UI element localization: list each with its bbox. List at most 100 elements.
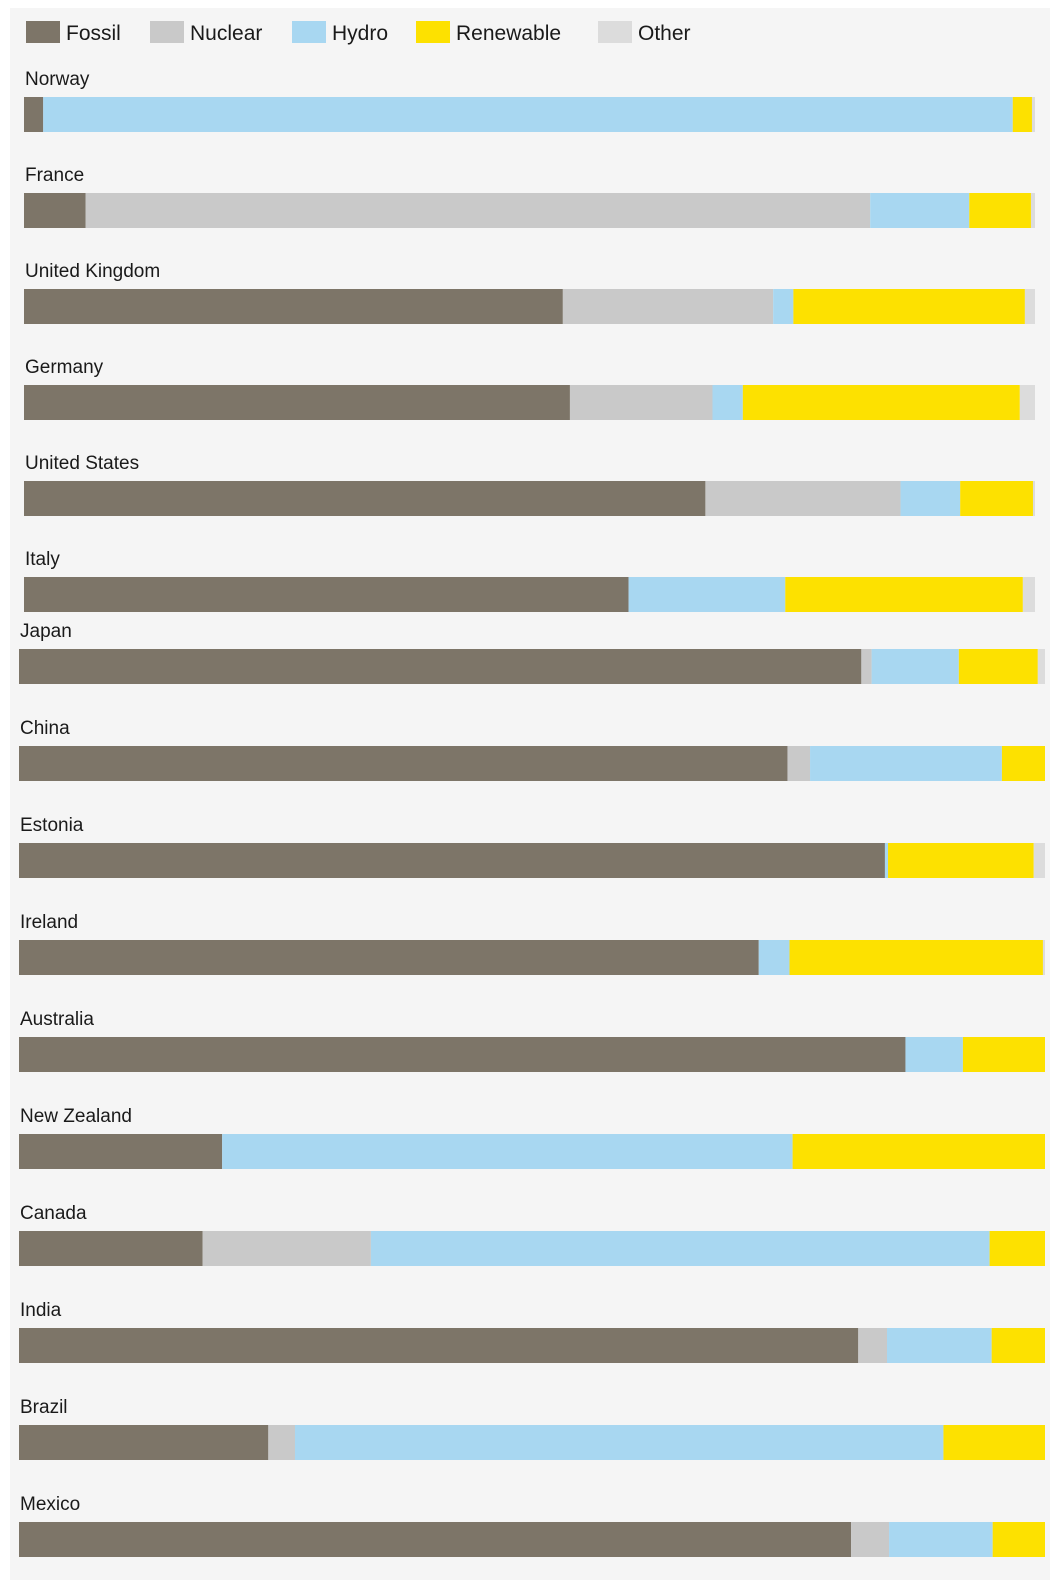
bar-segment-united-states-nuclear — [705, 481, 901, 516]
country-label-china: China — [20, 718, 70, 739]
bar-segment-estonia-other — [1033, 843, 1045, 878]
country-label-australia: Australia — [20, 1009, 94, 1030]
bar-segment-brazil-nuclear — [268, 1425, 295, 1460]
bar-row-united-kingdom: United Kingdom — [24, 261, 1035, 324]
bar-segment-japan-other — [1037, 649, 1045, 684]
legend-label-hydro: Hydro — [332, 22, 388, 45]
bar-segment-ireland-hydro — [758, 940, 790, 975]
chart-rows: Norway France United Kingdom Germany United … — [19, 69, 1045, 1557]
country-label-new-zealand: New Zealand — [20, 1106, 132, 1127]
bar-segment-canada-fossil — [19, 1231, 203, 1266]
bar-segment-italy-hydro — [628, 577, 786, 612]
bar-segment-canada-renewable — [989, 1231, 1045, 1266]
bar-segment-united-states-other — [1032, 481, 1035, 516]
bar-row-mexico: Mexico — [19, 1494, 1045, 1557]
bar-segment-estonia-fossil — [19, 843, 885, 878]
bar-segment-france-other — [1030, 193, 1035, 228]
legend-swatch-nuclear — [150, 21, 184, 43]
bar-segment-mexico-nuclear — [851, 1522, 890, 1557]
country-label-united-states: United States — [25, 453, 139, 474]
bar-row-france: France — [24, 165, 1035, 228]
legend-label-nuclear: Nuclear — [190, 22, 262, 45]
country-label-italy: Italy — [25, 549, 60, 570]
bar-segment-norway-fossil — [24, 97, 44, 132]
legend-label-renewable: Renewable — [456, 22, 561, 45]
bar-segment-united-kingdom-other — [1024, 289, 1035, 324]
country-label-ireland: Ireland — [20, 912, 78, 933]
country-label-brazil: Brazil — [20, 1397, 68, 1418]
bar-row-brazil: Brazil — [19, 1397, 1045, 1460]
bar-segment-china-hydro — [810, 746, 1002, 781]
bar-segment-germany-other — [1019, 385, 1035, 420]
bar-segment-india-hydro — [887, 1328, 992, 1363]
bar-segment-new-zealand-renewable — [792, 1134, 1045, 1169]
bar-segment-japan-renewable — [958, 649, 1038, 684]
bar-segment-germany-fossil — [24, 385, 570, 420]
bar-row-ireland: Ireland — [19, 912, 1045, 975]
bar-row-india: India — [19, 1300, 1045, 1363]
legend-item-hydro: Hydro — [292, 21, 388, 45]
bar-segment-china-renewable — [1001, 746, 1045, 781]
country-label-mexico: Mexico — [20, 1494, 80, 1515]
bar-segment-norway-hydro — [43, 97, 1013, 132]
legend-item-renewable: Renewable — [416, 21, 561, 45]
bar-segment-japan-fossil — [19, 649, 862, 684]
bar-segment-canada-hydro — [370, 1231, 990, 1266]
country-label-norway: Norway — [25, 69, 90, 90]
bar-segment-united-kingdom-renewable — [793, 289, 1025, 324]
legend-swatch-fossil — [26, 21, 60, 43]
bar-segment-mexico-renewable — [992, 1522, 1045, 1557]
legend-item-other: Other — [598, 21, 691, 45]
bar-segment-ireland-fossil — [19, 940, 759, 975]
bar-row-italy: Italy — [24, 549, 1035, 612]
bar-segment-france-hydro — [870, 193, 970, 228]
bar-segment-united-kingdom-nuclear — [562, 289, 774, 324]
bar-row-germany: Germany — [24, 357, 1035, 420]
bar-segment-australia-renewable — [962, 1037, 1045, 1072]
bar-segment-estonia-renewable — [888, 843, 1034, 878]
bar-segment-united-states-hydro — [900, 481, 961, 516]
bar-segment-japan-nuclear — [861, 649, 872, 684]
bar-segment-ireland-renewable — [789, 940, 1043, 975]
bar-segment-norway-other — [1031, 97, 1035, 132]
chart-panel: Fossil Nuclear Hydro Renewable Other Norway F… — [10, 8, 1050, 1580]
bar-segment-estonia-hydro — [884, 843, 889, 878]
bar-row-united-states: United States — [24, 453, 1035, 516]
bar-row-new-zealand: New Zealand — [19, 1106, 1045, 1169]
bar-segment-japan-hydro — [871, 649, 959, 684]
country-label-germany: Germany — [25, 357, 104, 378]
legend-label-other: Other — [638, 22, 691, 45]
bar-segment-australia-hydro — [905, 1037, 963, 1072]
bar-row-canada: Canada — [19, 1203, 1045, 1266]
bar-segment-france-nuclear — [85, 193, 871, 228]
bar-segment-brazil-hydro — [294, 1425, 944, 1460]
country-label-united-kingdom: United Kingdom — [25, 261, 160, 282]
bar-segment-india-nuclear — [858, 1328, 887, 1363]
bar-row-estonia: Estonia — [19, 815, 1045, 878]
bar-row-china: China — [19, 718, 1045, 781]
legend-label-fossil: Fossil — [66, 22, 121, 45]
bar-segment-mexico-hydro — [889, 1522, 993, 1557]
bar-segment-united-kingdom-fossil — [24, 289, 563, 324]
bar-segment-india-renewable — [991, 1328, 1045, 1363]
bar-segment-italy-other — [1022, 577, 1035, 612]
legend: Fossil Nuclear Hydro Renewable Other — [26, 21, 691, 45]
bar-segment-new-zealand-fossil — [19, 1134, 223, 1169]
bar-segment-italy-renewable — [785, 577, 1023, 612]
bar-segment-canada-nuclear — [202, 1231, 371, 1266]
legend-item-nuclear: Nuclear — [150, 21, 262, 45]
legend-swatch-hydro — [292, 21, 326, 43]
bar-segment-italy-fossil — [24, 577, 629, 612]
legend-swatch-renewable — [416, 21, 450, 43]
bar-segment-brazil-renewable — [943, 1425, 1045, 1460]
legend-item-fossil: Fossil — [26, 21, 121, 45]
bar-segment-china-fossil — [19, 746, 788, 781]
bar-segment-india-fossil — [19, 1328, 859, 1363]
bar-segment-norway-renewable — [1012, 97, 1032, 132]
bar-segment-united-states-renewable — [960, 481, 1033, 516]
bar-segment-france-fossil — [24, 193, 86, 228]
country-label-japan: Japan — [20, 621, 72, 642]
bar-segment-germany-hydro — [712, 385, 743, 420]
bar-segment-united-kingdom-hydro — [773, 289, 794, 324]
bar-segment-germany-renewable — [742, 385, 1020, 420]
